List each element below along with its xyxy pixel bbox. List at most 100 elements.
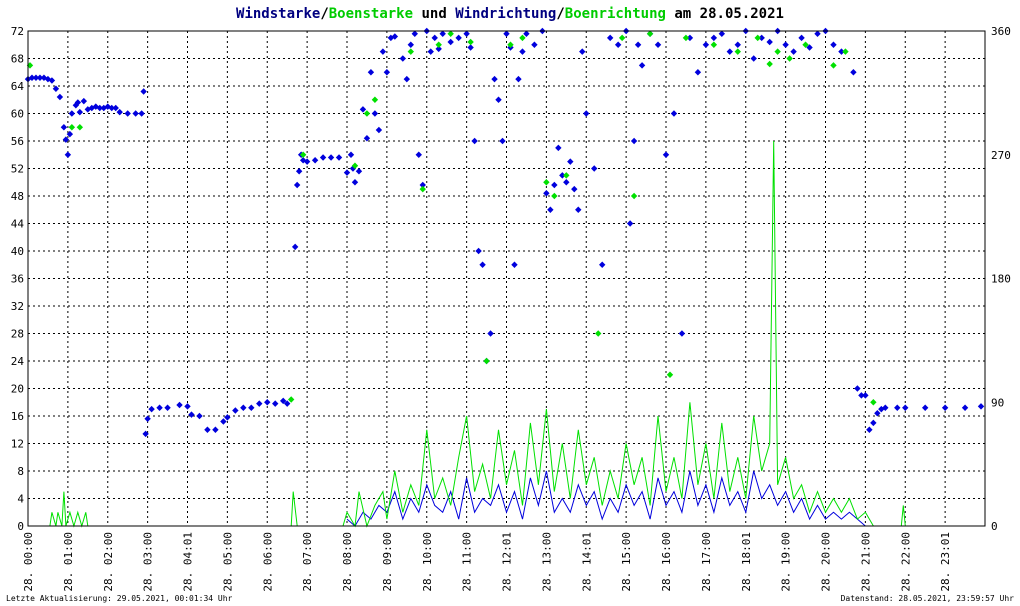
grid-lines xyxy=(28,30,985,527)
wind-direction-point xyxy=(327,154,335,161)
wind-direction-point xyxy=(563,179,570,186)
wind-direction-point xyxy=(419,181,426,189)
wind-direction-point xyxy=(293,181,301,189)
y-left-tick-label: 72 xyxy=(11,25,24,38)
gust-direction-point xyxy=(68,124,76,131)
wind-direction-point xyxy=(232,407,239,414)
wind-direction-point xyxy=(866,426,873,433)
y-right-tick-label: 180 xyxy=(991,273,1011,286)
wind-direction-point xyxy=(28,74,36,81)
x-tick-label: 28. 20:00 xyxy=(820,532,833,592)
wind-direction-point xyxy=(702,41,710,48)
wind-direction-point xyxy=(351,179,359,186)
x-tick-label: 28. 07:00 xyxy=(301,532,314,592)
x-tick-label: 28. 09:00 xyxy=(381,532,394,592)
gust-direction-point xyxy=(754,34,761,42)
x-tick-label: 28. 19:00 xyxy=(780,532,793,592)
wind-direction-point xyxy=(710,34,718,42)
y-left-tick-label: 36 xyxy=(11,273,24,286)
y-right-tick-label: 360 xyxy=(991,25,1011,38)
wind-direction-point xyxy=(567,158,574,165)
gust-direction-point xyxy=(618,34,626,42)
wind-direction-point xyxy=(40,74,48,81)
wind-direction-point xyxy=(112,104,119,112)
wind-direction-point xyxy=(56,93,64,101)
wind-direction-point xyxy=(403,75,411,83)
wind-direction-point xyxy=(124,110,131,117)
wind-direction-point xyxy=(523,30,530,37)
x-tick-label: 28. 18:01 xyxy=(740,532,753,592)
wind-direction-point xyxy=(977,403,985,410)
wind-direction-point xyxy=(634,41,642,48)
wind-direction-point xyxy=(311,157,319,164)
y-left-tick-label: 0 xyxy=(17,520,24,533)
gust-direction-point xyxy=(26,62,34,69)
x-tick-label: 28. 23:01 xyxy=(939,532,952,592)
wind-direction-point xyxy=(455,34,462,42)
wind-direction-point xyxy=(782,41,789,48)
wind-direction-point xyxy=(630,137,638,145)
wind-direction-point xyxy=(220,418,227,425)
wind-direction-point xyxy=(375,126,383,134)
x-tick-label: 28. 00:00 xyxy=(22,532,35,592)
y-left-tick-label: 68 xyxy=(11,53,24,66)
y-left-tick-label: 52 xyxy=(11,163,24,176)
y-left-tick-label: 60 xyxy=(11,108,24,121)
wind-direction-point xyxy=(463,30,470,37)
wind-direction-point xyxy=(132,110,139,117)
y-left-tick-label: 28 xyxy=(11,328,24,341)
wind-direction-point xyxy=(475,247,482,255)
wind-direction-point xyxy=(80,97,88,105)
gust-direction-point xyxy=(870,399,877,406)
wind-direction-point xyxy=(431,34,438,42)
wind-direction-point xyxy=(870,419,877,427)
wind-direction-point xyxy=(551,181,558,189)
wind-direction-point xyxy=(411,30,418,37)
wind-direction-point xyxy=(591,165,598,172)
y-left-tick-label: 16 xyxy=(11,410,24,423)
wind-direction-point xyxy=(902,404,909,411)
wind-direction-point xyxy=(814,30,821,37)
wind-direction-point xyxy=(184,403,191,410)
wind-direction-point xyxy=(291,243,299,251)
wind-direction-point xyxy=(204,426,211,433)
y-right-tick-label: 270 xyxy=(991,149,1011,162)
wind-direction-point xyxy=(726,48,733,55)
wind-direction-point xyxy=(471,137,478,145)
footer-last-update: Letzte Aktualisierung: 29.05.2021, 00:01… xyxy=(6,594,233,603)
wind-direction-point xyxy=(543,190,550,197)
wind-direction-point xyxy=(335,154,343,161)
wind-direction-point xyxy=(555,144,562,152)
title-boenstarke: Boenstarke xyxy=(329,6,413,22)
wind-direction-point xyxy=(108,104,115,112)
wind-direction-point xyxy=(858,392,865,399)
wind-direction-point xyxy=(391,33,399,40)
y-left-tick-label: 32 xyxy=(11,300,24,313)
x-tick-label: 28. 14:01 xyxy=(580,532,593,592)
gust-direction-point xyxy=(551,192,558,200)
wind-direction-point xyxy=(961,404,969,411)
title-date: am 28.05.2021 xyxy=(666,6,784,22)
wind-direction-point xyxy=(439,30,446,37)
wind-direction-point xyxy=(559,172,566,179)
gust-direction-point xyxy=(419,185,426,193)
x-tick-label: 28. 06:00 xyxy=(261,532,274,592)
wind-direction-point xyxy=(511,261,518,268)
wind-direction-point xyxy=(264,399,271,406)
y-left-tick-label: 56 xyxy=(11,135,24,148)
wind-direction-point xyxy=(678,330,686,337)
wind-direction-point xyxy=(638,62,646,69)
x-tick-label: 28. 02:00 xyxy=(102,532,115,592)
wind-direction-point xyxy=(850,69,857,76)
wind-direction-point xyxy=(790,48,797,55)
wind-direction-point xyxy=(140,88,147,95)
chart-title: Windstarke/Boenstarke und Windrichtung/B… xyxy=(236,6,784,22)
x-tick-label: 28. 01:00 xyxy=(62,532,75,592)
wind-direction-point xyxy=(491,75,498,83)
wind-direction-point xyxy=(479,261,486,268)
wind-direction-point xyxy=(734,41,741,48)
gust-direction-point xyxy=(519,34,526,42)
wind-direction-point xyxy=(499,137,506,145)
wind-direction-point xyxy=(283,400,291,407)
y-left-tick-label: 4 xyxy=(17,493,24,506)
